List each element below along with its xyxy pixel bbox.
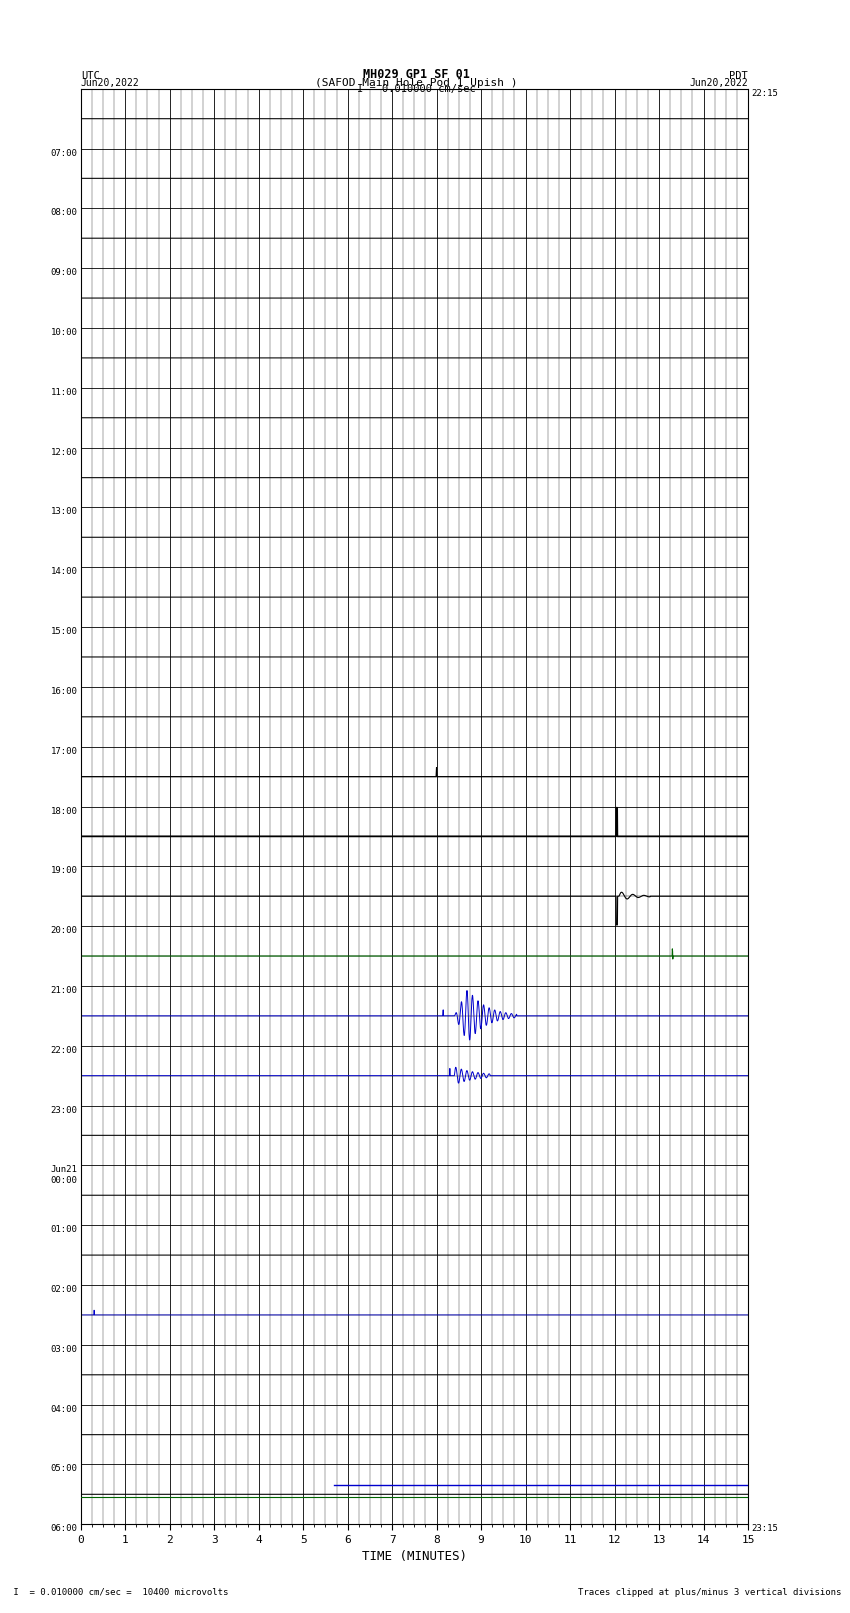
- Text: I = 0.010000 cm/sec: I = 0.010000 cm/sec: [357, 84, 476, 94]
- Text: 02:00: 02:00: [50, 1286, 77, 1294]
- Text: 23:00: 23:00: [50, 1105, 77, 1115]
- X-axis label: TIME (MINUTES): TIME (MINUTES): [362, 1550, 467, 1563]
- Text: 16:00: 16:00: [50, 687, 77, 695]
- Text: 01:00: 01:00: [50, 1226, 77, 1234]
- Text: 23:15: 23:15: [751, 1524, 779, 1534]
- Text: 13:00: 13:00: [50, 508, 77, 516]
- Text: 18:00: 18:00: [50, 806, 77, 816]
- Text: I  = 0.010000 cm/sec =  10400 microvolts: I = 0.010000 cm/sec = 10400 microvolts: [8, 1587, 229, 1597]
- Text: Jun20,2022: Jun20,2022: [689, 77, 748, 87]
- Text: 19:00: 19:00: [50, 866, 77, 876]
- Text: 04:00: 04:00: [50, 1405, 77, 1413]
- Text: UTC: UTC: [81, 71, 99, 82]
- Text: 15:00: 15:00: [50, 627, 77, 636]
- Text: 10:00: 10:00: [50, 327, 77, 337]
- Text: Jun21
00:00: Jun21 00:00: [50, 1165, 77, 1186]
- Text: 22:00: 22:00: [50, 1045, 77, 1055]
- Text: 22:15: 22:15: [751, 89, 779, 98]
- Text: 08:00: 08:00: [50, 208, 77, 218]
- Text: 07:00: 07:00: [50, 148, 77, 158]
- Text: MH029 GP1 SF 01: MH029 GP1 SF 01: [363, 68, 470, 82]
- Text: 03:00: 03:00: [50, 1345, 77, 1353]
- Text: 21:00: 21:00: [50, 986, 77, 995]
- Text: 11:00: 11:00: [50, 387, 77, 397]
- Text: 09:00: 09:00: [50, 268, 77, 277]
- Text: Traces clipped at plus/minus 3 vertical divisions: Traces clipped at plus/minus 3 vertical …: [578, 1587, 842, 1597]
- Text: 05:00: 05:00: [50, 1465, 77, 1473]
- Text: 17:00: 17:00: [50, 747, 77, 755]
- Text: Jun20,2022: Jun20,2022: [81, 77, 139, 87]
- Text: 20:00: 20:00: [50, 926, 77, 936]
- Text: PDT: PDT: [729, 71, 748, 82]
- Text: 14:00: 14:00: [50, 568, 77, 576]
- Text: 06:00: 06:00: [50, 1524, 77, 1534]
- Text: 12:00: 12:00: [50, 448, 77, 456]
- Text: (SAFOD Main Hole Pod 1 Upish ): (SAFOD Main Hole Pod 1 Upish ): [315, 77, 518, 87]
